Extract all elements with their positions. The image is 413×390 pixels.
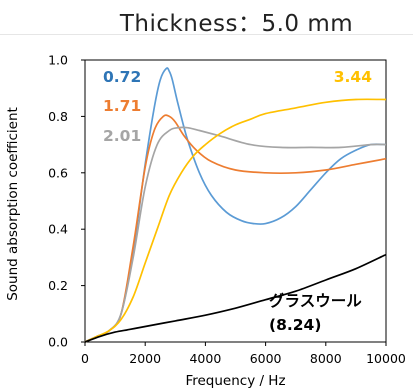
annotation-label: (8.24) xyxy=(269,316,321,334)
plot-frame xyxy=(84,59,387,343)
y-axis-label: Sound absorption coefficient xyxy=(5,107,21,301)
x-tick-label: 6000 xyxy=(250,351,282,366)
y-tick-label: 0.6 xyxy=(48,165,68,180)
y-tick-label: 0.8 xyxy=(48,109,68,124)
annotation-label: 0.72 xyxy=(103,68,141,86)
series-line-2 xyxy=(84,126,387,343)
series-group xyxy=(84,67,387,343)
x-tick-label: 10000 xyxy=(366,351,406,366)
annotation-label: 3.44 xyxy=(334,68,372,86)
y-tick-label: 1.0 xyxy=(48,53,68,68)
series-line-3 xyxy=(84,98,387,343)
x-tick-label: 2000 xyxy=(129,351,161,366)
chart-title: Thickness：5.0 mm xyxy=(119,11,354,37)
x-axis-label: Frequency / Hz xyxy=(185,373,285,389)
ticks-group: 0 2000 4000 6000 8000 10000 0.0 0.2 0.4 0.6 0.8 1.0… xyxy=(5,53,406,390)
y-tick-label: 0.4 xyxy=(48,222,68,237)
x-tick-label: 0 xyxy=(81,351,89,366)
annotation-label: グラスウール xyxy=(269,291,362,310)
x-tick-label: 4000 xyxy=(189,351,221,366)
annotations-group: 0.72 1.71 2.01 3.44 グラスウール (8.24) xyxy=(103,68,372,334)
annotation-label: 1.71 xyxy=(103,97,141,115)
x-tick-label: 8000 xyxy=(310,351,342,366)
series-line-4 xyxy=(84,253,387,343)
title-divider xyxy=(0,34,413,35)
axes-group xyxy=(84,59,387,343)
y-tick-label: 0.0 xyxy=(48,335,68,350)
y-tick-label: 0.2 xyxy=(48,278,68,293)
annotation-label: 2.01 xyxy=(103,127,141,145)
